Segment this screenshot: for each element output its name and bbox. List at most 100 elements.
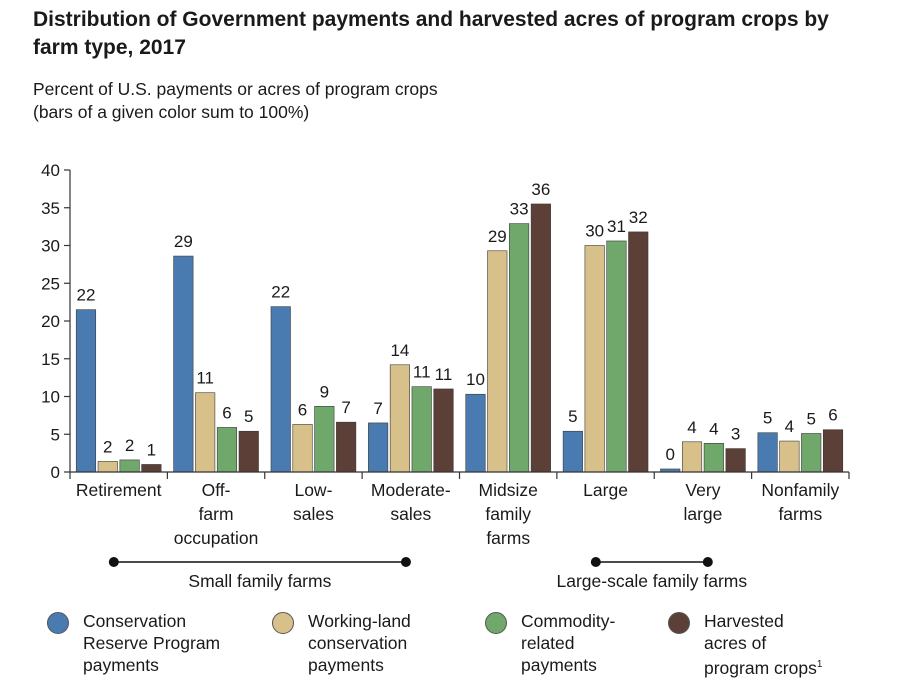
legend-label: Working-land conservation payments — [308, 611, 411, 675]
bar-value-label: 5 — [568, 407, 577, 426]
x-tick-label: Moderate-sales — [371, 480, 451, 524]
bar-value-label: 5 — [244, 407, 253, 426]
bar — [801, 433, 822, 473]
bar-value-label: 11 — [413, 363, 431, 382]
x-tick-label: Low-sales — [293, 480, 334, 524]
bar-value-label: 22 — [271, 283, 290, 302]
legend-item: Commodity-related payments — [485, 610, 671, 676]
bar-value-label: 4 — [709, 419, 718, 438]
x-tick-label: Very large — [683, 480, 722, 524]
legend-footnote-marker: 1 — [816, 659, 823, 670]
legend-label: Conservation Reserve Program payments — [83, 611, 221, 675]
bar-value-label: 7 — [373, 399, 382, 418]
bar — [681, 441, 703, 473]
y-axis: 0 5 10 15 20 25 30 35 40 — [41, 161, 71, 482]
bar — [292, 424, 313, 473]
bar — [411, 386, 432, 473]
bar-value-label: 33 — [510, 200, 529, 219]
bar — [757, 432, 778, 473]
y-tick-label: 25 — [41, 274, 60, 293]
bar — [238, 430, 259, 473]
bar — [314, 406, 335, 473]
bar-value-label: 36 — [531, 180, 550, 199]
bar — [822, 429, 844, 473]
bar — [433, 388, 454, 473]
group-bracket-dot — [590, 557, 601, 567]
y-tick-label: 10 — [41, 388, 60, 407]
bar — [530, 203, 551, 473]
subtitle-line-1: Percent of U.S. payments or acres of pro… — [33, 79, 438, 99]
bar-value-label: 31 — [607, 217, 626, 236]
group-brackets: Small family farms Large-scale family far… — [108, 557, 748, 591]
legend-swatch — [47, 612, 69, 634]
chart-title: Distribution of Government payments and … — [33, 8, 829, 59]
y-tick-label: 40 — [41, 161, 60, 180]
group-label: Large-scale family farms — [557, 571, 748, 591]
bar — [725, 448, 746, 473]
legend-item: Conservation Reserve Program payments — [47, 610, 258, 676]
bar — [270, 306, 291, 473]
bar — [368, 422, 389, 473]
bar — [173, 255, 194, 473]
bar-value-label: 2 — [125, 436, 134, 455]
bar — [97, 461, 118, 473]
bar — [562, 430, 583, 473]
x-axis: Retirement Off-farm occupation Low-sales Mod… — [69, 471, 850, 548]
bar-value-label: 29 — [174, 232, 193, 251]
bar-value-label: 30 — [585, 222, 604, 241]
bar — [141, 464, 162, 473]
x-tick-label: Large — [583, 480, 628, 500]
bar-value-label: 6 — [828, 406, 837, 425]
bar — [487, 250, 508, 473]
bar — [606, 240, 627, 473]
legend-swatch — [272, 612, 294, 634]
bar — [389, 364, 410, 473]
bar-value-label: 6 — [222, 403, 231, 422]
bar-value-label: 3 — [731, 425, 740, 444]
bar — [584, 245, 605, 473]
x-tick-label: Retirement — [76, 480, 162, 500]
legend-item: Harvested acres of program crops1 — [668, 610, 874, 679]
y-tick-label: 15 — [41, 350, 60, 369]
bar — [119, 459, 140, 473]
legend-item: Working-land conservation payments — [272, 610, 498, 676]
bar — [195, 392, 216, 473]
bar — [509, 223, 530, 473]
y-tick-label: 20 — [41, 312, 60, 331]
bar-value-label: 2 — [103, 437, 112, 456]
bar-value-label: 7 — [341, 398, 350, 417]
bar-value-label: 29 — [488, 227, 507, 246]
bar-value-label: 22 — [77, 286, 96, 305]
bar — [628, 231, 649, 473]
bar-value-label: 5 — [806, 409, 815, 428]
group-bracket-dot — [400, 557, 411, 567]
bar-value-label: 0 — [666, 445, 675, 464]
group-bracket-dot — [108, 557, 119, 567]
y-tick-label: 30 — [41, 237, 60, 256]
bar-value-label: 32 — [629, 208, 648, 227]
x-tick-label: Nonfamily farms — [761, 480, 839, 524]
bar — [216, 427, 238, 473]
bar — [75, 309, 97, 473]
bar-value-label: 4 — [687, 418, 696, 437]
legend-label: Commodity-related payments — [521, 611, 616, 675]
subtitle-line-2: (bars of a given color sum to 100%) — [33, 102, 310, 122]
bar-value-label: 4 — [785, 417, 794, 436]
legend-label: Harvested acres of program crops1 — [704, 611, 823, 678]
bar-value-label: 10 — [466, 370, 485, 389]
bar-value-label: 6 — [298, 400, 307, 419]
y-tick-label: 5 — [51, 425, 60, 444]
bar — [703, 443, 724, 473]
bar — [465, 393, 486, 473]
x-tick-label: Midsize family farms — [479, 480, 538, 548]
bar — [336, 421, 357, 473]
bar-value-label: 14 — [390, 341, 409, 360]
group-bracket-dot — [702, 557, 713, 567]
x-tick-label: Off-farm occupation — [174, 480, 259, 548]
legend-swatch — [668, 612, 690, 634]
bar-value-label: 11 — [435, 365, 453, 384]
bar-value-label: 1 — [147, 440, 156, 459]
y-tick-label: 35 — [41, 199, 60, 218]
